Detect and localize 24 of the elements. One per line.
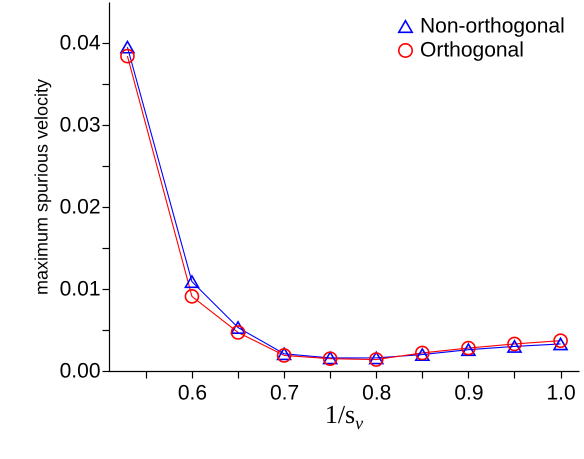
legend-label: Non-orthogonal bbox=[420, 14, 565, 38]
point bbox=[184, 275, 200, 288]
x-tick-label: 0.8 bbox=[362, 382, 392, 404]
y-tick-label: 0.03 bbox=[60, 114, 100, 136]
y-tick-label: 0.04 bbox=[60, 32, 101, 54]
point bbox=[230, 321, 246, 334]
point bbox=[553, 337, 568, 350]
x-tick-label: 0.9 bbox=[454, 382, 484, 404]
point bbox=[230, 325, 246, 340]
point bbox=[507, 336, 522, 352]
x-tick-label: 0.7 bbox=[270, 382, 300, 404]
point bbox=[507, 340, 522, 353]
x-tick-label: 1.0 bbox=[546, 382, 576, 404]
point bbox=[120, 48, 135, 64]
y-tick-label: 0.01 bbox=[60, 278, 100, 300]
y-tick-label: 0.00 bbox=[60, 360, 100, 382]
x-tick-label: 0.6 bbox=[178, 382, 208, 404]
point bbox=[184, 289, 200, 304]
y-tick-label: 0.02 bbox=[60, 196, 100, 218]
point bbox=[120, 40, 135, 54]
point bbox=[553, 333, 568, 348]
y-axis-title: maximum spurious velocity bbox=[32, 78, 52, 296]
x-axis-title: 1/s$_{ν}$ bbox=[324, 400, 364, 434]
legend-label: Orthogonal bbox=[420, 38, 524, 62]
